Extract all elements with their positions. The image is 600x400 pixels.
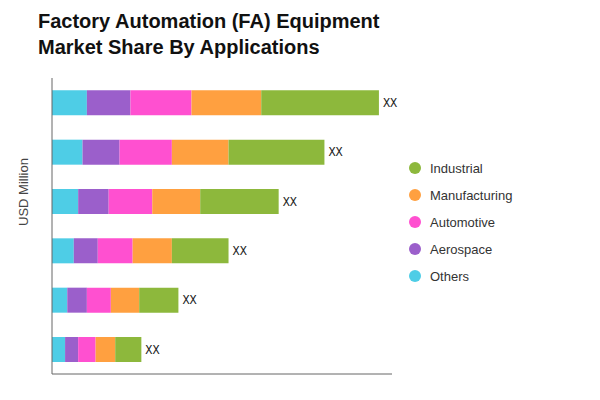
svg-text:XX: XX (328, 146, 342, 160)
html-text:Manufacturing: Manufacturing (430, 187, 513, 203)
svg-text:XX: XX (283, 196, 297, 210)
svg-text:XX: XX (182, 294, 196, 308)
html-text:Industrial: Industrial (430, 160, 483, 176)
svg-text:XX: XX (383, 97, 397, 111)
svg-text:XX: XX (233, 245, 247, 259)
html-text:Factory Automation (FA) Equipm: Factory Automation (FA) Equipment Market… (38, 10, 380, 58)
html-text:Others: Others (430, 268, 469, 284)
html-text:Automotive: Automotive (430, 214, 495, 230)
svg-text:USD Million: USD Million (16, 158, 31, 226)
html-text:Aerospace: Aerospace (430, 241, 493, 257)
svg-text:XX: XX (145, 344, 159, 358)
